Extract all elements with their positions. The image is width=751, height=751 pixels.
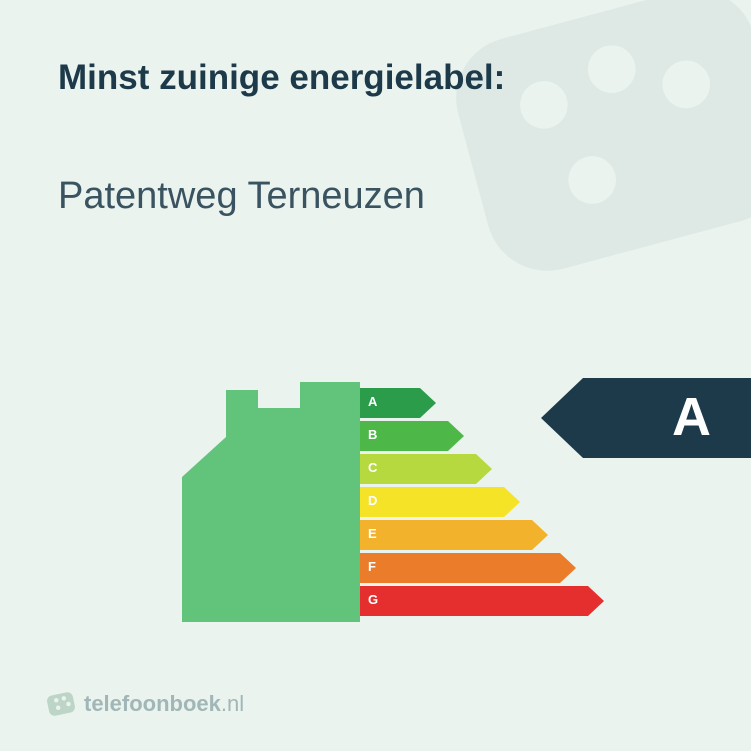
footer-text: telefoonboek.nl bbox=[84, 691, 244, 717]
telefoonboek-logo-icon bbox=[46, 689, 76, 719]
bar-letter: D bbox=[368, 493, 377, 508]
bar-letter: C bbox=[368, 460, 377, 475]
watermark-palette-icon bbox=[413, 0, 751, 338]
bar-letter: A bbox=[368, 394, 377, 409]
selected-label-letter: A bbox=[672, 386, 711, 448]
label-arrow-shape bbox=[541, 378, 751, 458]
footer-brand-light: .nl bbox=[221, 691, 244, 716]
energy-label-chart: A B C D E F G bbox=[182, 382, 582, 632]
footer-brand-bold: telefoonboek bbox=[84, 691, 221, 716]
bar-letter: G bbox=[368, 592, 378, 607]
bar-letter: F bbox=[368, 559, 376, 574]
page-title: Minst zuinige energielabel: bbox=[58, 58, 505, 98]
address-subtitle: Patentweg Terneuzen bbox=[58, 175, 425, 218]
bar-letter: B bbox=[368, 427, 377, 442]
house-icon bbox=[182, 382, 360, 622]
bar-letter: E bbox=[368, 526, 377, 541]
selected-energy-label: A bbox=[541, 378, 751, 458]
footer-branding: telefoonboek.nl bbox=[46, 689, 244, 719]
